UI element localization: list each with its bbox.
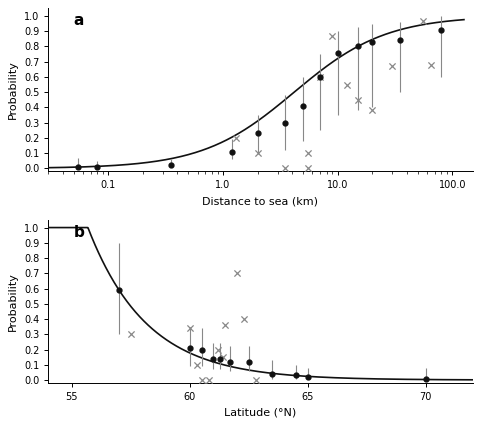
Text: a: a — [73, 13, 84, 28]
Y-axis label: Probability: Probability — [8, 60, 18, 119]
Point — [303, 165, 311, 172]
Point — [252, 377, 259, 383]
Point — [192, 361, 200, 368]
Point — [388, 63, 396, 70]
Point — [315, 74, 323, 81]
Point — [127, 331, 134, 338]
Point — [218, 354, 226, 360]
Point — [204, 377, 212, 383]
Point — [418, 17, 426, 24]
Point — [214, 346, 221, 353]
Point — [233, 270, 240, 277]
X-axis label: Latitude (°N): Latitude (°N) — [224, 408, 296, 417]
Point — [232, 135, 240, 141]
Point — [368, 107, 375, 114]
Point — [253, 150, 261, 157]
Text: b: b — [73, 225, 84, 240]
Point — [426, 61, 434, 68]
X-axis label: Distance to sea (km): Distance to sea (km) — [202, 196, 318, 206]
Point — [303, 150, 311, 157]
Point — [342, 81, 350, 88]
Point — [197, 377, 205, 383]
Point — [240, 316, 247, 322]
Point — [353, 96, 361, 103]
Point — [328, 32, 336, 39]
Point — [281, 165, 288, 172]
Point — [221, 322, 228, 328]
Y-axis label: Probability: Probability — [8, 272, 18, 331]
Point — [185, 325, 193, 331]
